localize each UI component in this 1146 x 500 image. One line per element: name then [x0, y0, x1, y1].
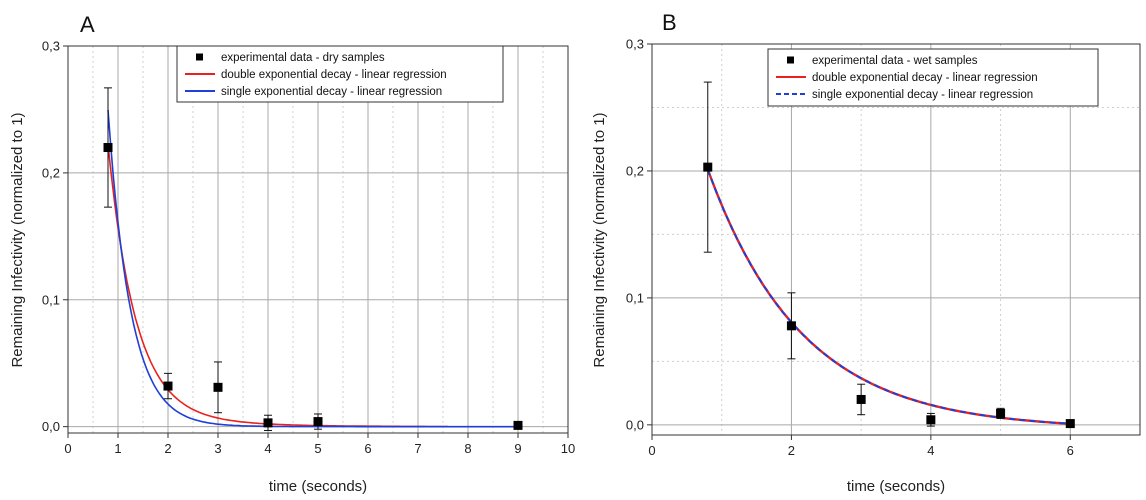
data-point	[926, 415, 936, 425]
chart-panel-b: 0 2 4 6 0,0 0,1 0,2 0,3 experimental data - wet …	[591, 10, 1141, 495]
fit-line-double-exponential	[706, 168, 1071, 425]
x-tick-label: 0	[64, 441, 71, 456]
x-tick-label: 6	[364, 441, 371, 456]
data-point	[263, 418, 273, 428]
legend-label: single exponential decay - linear regres…	[221, 86, 442, 98]
legend-box	[767, 48, 1099, 107]
y-tick-label: 0,0	[42, 419, 60, 434]
y-tick-label: 0,0	[626, 417, 644, 432]
y-tick-label: 0,3	[42, 39, 60, 54]
x-tick-label: 6	[1067, 443, 1074, 458]
legend-marker	[196, 53, 203, 61]
legend-box	[176, 45, 504, 103]
data-point	[703, 162, 713, 172]
plot-frame	[651, 43, 1141, 436]
x-tick-label: 4	[927, 443, 934, 458]
panel-label: B	[662, 10, 677, 35]
data-point	[313, 417, 323, 427]
data-point	[786, 321, 796, 331]
legend-label: experimental data - dry samples	[221, 52, 385, 64]
data-point	[856, 394, 866, 404]
chart-legend: experimental data - wet samples double ex…	[767, 48, 1099, 107]
x-tick-label: 1	[114, 441, 121, 456]
chart-legend: experimental data - dry samples double ex…	[176, 45, 504, 103]
x-tick-label: 2	[164, 441, 171, 456]
data-point	[1065, 419, 1075, 429]
y-tick-label: 0,3	[626, 37, 644, 52]
x-tick-label: 10	[561, 441, 575, 456]
x-tick-label: 4	[264, 441, 271, 456]
x-axis-title: time (seconds)	[847, 478, 945, 495]
y-tick-label: 0,1	[626, 290, 644, 305]
x-axis-title: time (seconds)	[269, 478, 367, 495]
data-point	[163, 381, 173, 391]
y-tick-label: 0,1	[42, 292, 60, 307]
x-tick-label: 8	[464, 441, 471, 456]
fit-line-single-exponential	[706, 168, 1071, 425]
legend-label: experimental data - wet samples	[812, 55, 978, 67]
panel-label: A	[80, 12, 95, 37]
chart-panel-a: 0 1 2 3 4 5 6 7 8 9 10 0,0 0,1 0,2 0,3 experimental dat…	[9, 12, 575, 495]
y-tick-label: 0,2	[42, 165, 60, 180]
data-point	[996, 408, 1006, 418]
x-tick-label: 7	[414, 441, 421, 456]
y-axis-title: Remaining Infectivity (normalized to 1)	[591, 112, 608, 367]
x-tick-label: 2	[788, 443, 795, 458]
y-axis-title: Remaining Infectivity (normalized to 1)	[9, 112, 26, 367]
legend-label: single exponential decay - linear regres…	[812, 89, 1033, 101]
data-point	[213, 382, 223, 392]
x-tick-label: 9	[514, 441, 521, 456]
legend-label: double exponential decay - linear regres…	[812, 72, 1038, 84]
x-tick-label: 0	[648, 443, 655, 458]
fit-line-single-exponential	[107, 110, 518, 428]
fit-line-double-exponential	[107, 143, 448, 428]
data-point	[103, 143, 113, 153]
legend-label: double exponential decay - linear regres…	[221, 69, 447, 81]
data-point	[513, 420, 523, 430]
legend-marker	[787, 56, 794, 64]
x-tick-label: 5	[314, 441, 321, 456]
y-tick-label: 0,2	[626, 163, 644, 178]
x-tick-label: 3	[214, 441, 221, 456]
